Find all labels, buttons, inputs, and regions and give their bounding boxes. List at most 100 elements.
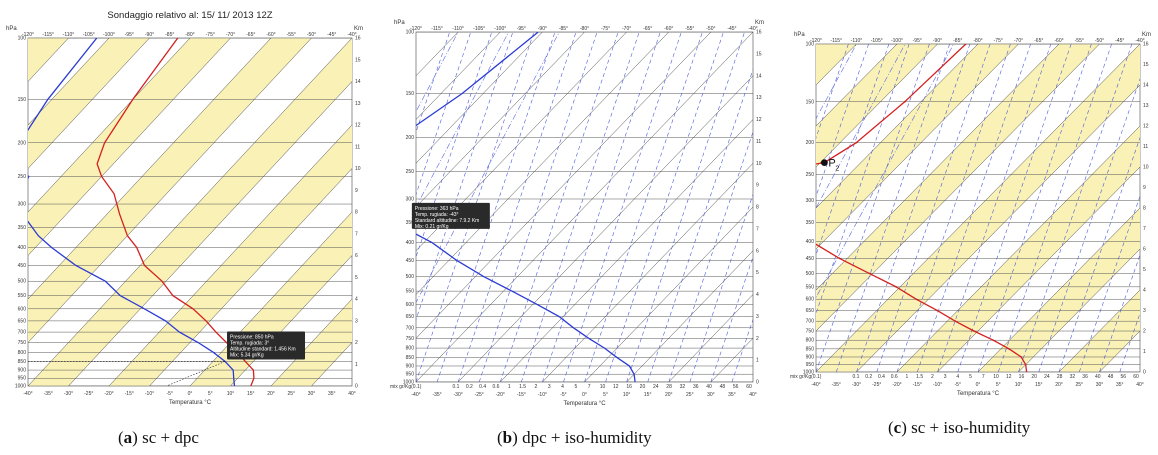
sounding-point	[964, 44, 967, 45]
pressure-tick-label: 350	[406, 220, 415, 226]
top-temp-tick-label: -110°	[452, 26, 464, 32]
bottom-temp-tick-label: 10°	[1015, 382, 1023, 388]
bottom-temp-tick-label: -5°	[167, 391, 173, 397]
bottom-temp-tick-label: 15°	[1035, 382, 1043, 388]
km-tick-label: 8	[355, 210, 358, 216]
isotherm-line	[626, 250, 753, 382]
km-tick-label: 11	[756, 139, 761, 145]
plot-content-a	[28, 38, 352, 386]
pressure-tick-label: 750	[406, 336, 415, 342]
top-temp-tick-label: -90°	[933, 38, 942, 44]
km-tick-label: 14	[756, 73, 762, 79]
bottom-temp-tick-label: -15°	[125, 391, 134, 397]
bottom-temp-tick-label: -15°	[517, 392, 526, 398]
top-temp-tick-label: -60°	[1054, 38, 1063, 44]
mix-value-label: 48	[720, 384, 726, 390]
top-temp-tick-label: -55°	[685, 26, 694, 32]
sounding-point	[954, 320, 957, 323]
mix-value-label: 60	[746, 384, 752, 390]
pressure-tick-label: 1000	[403, 380, 414, 386]
isotherm-line	[856, 84, 1140, 372]
pressure-tick-label: 200	[18, 140, 27, 146]
right-axis-unit: Km	[1142, 32, 1151, 38]
pressure-tick-label: 700	[18, 330, 27, 336]
pressure-tick-label: 900	[406, 363, 415, 369]
pressure-tick-label: 950	[806, 362, 815, 368]
km-tick-label: 11	[1143, 144, 1148, 150]
pressure-tick-label: 150	[806, 99, 815, 105]
km-tick-label: 2	[756, 336, 759, 342]
km-tick-label: 0	[756, 380, 759, 386]
top-temp-tick-label: -40°	[748, 26, 757, 32]
top-temp-tick-label: -95°	[913, 38, 922, 44]
mix-value-label: 24	[653, 384, 659, 390]
iso-humidity-line	[916, 44, 1031, 372]
top-temp-tick-label: -65°	[246, 32, 255, 38]
mix-value-label: 1	[508, 384, 511, 390]
top-temp-tick-label: -80°	[973, 38, 982, 44]
top-temp-tick-label: -55°	[287, 32, 296, 38]
sounding-point	[1020, 356, 1023, 358]
iso-humidity-line	[957, 44, 1072, 372]
pressure-tick-label: 900	[18, 368, 27, 374]
bottom-temp-tick-label: 30°	[707, 392, 715, 398]
top-temp-tick-label: -65°	[1034, 38, 1043, 44]
isotherm-line	[28, 38, 272, 300]
isotherm-line	[500, 119, 753, 382]
km-tick-label: 3	[1143, 308, 1146, 314]
iso-humidity-line	[478, 32, 598, 382]
isotherm-line	[816, 44, 1140, 372]
km-tick-label: 7	[756, 226, 759, 232]
pressure-tick-label: 750	[806, 329, 815, 335]
dry-adiabat-line	[816, 44, 954, 299]
km-tick-label: 9	[1143, 185, 1146, 191]
iso-humidity-line	[1058, 136, 1140, 372]
iso-humidity-line	[997, 44, 1112, 372]
pressure-tick-label: 800	[18, 350, 27, 356]
pressure-tick-label: 400	[806, 239, 815, 245]
km-tick-label: 13	[756, 95, 762, 101]
bottom-temp-tick-label: 30°	[308, 391, 316, 397]
isotherm-line	[816, 44, 898, 127]
top-temp-tick-label: -70°	[226, 32, 235, 38]
tooltip-line: Temp. rugiada: 3°	[230, 340, 269, 346]
pressure-tick-label: 450	[406, 258, 415, 264]
iso-humidity-line	[835, 44, 950, 372]
iso-humidity-line	[816, 44, 849, 139]
bottom-temp-tick-label: -25°	[872, 382, 881, 388]
bottom-temp-tick-label: 35°	[328, 391, 336, 397]
pressure-tick-label: 350	[806, 220, 815, 226]
km-tick-label: 13	[355, 101, 361, 107]
top-temp-tick-label: -120°	[22, 32, 34, 38]
pressure-tick-label: 600	[806, 297, 815, 303]
tooltip-box	[227, 331, 306, 360]
isotherm-line	[230, 255, 352, 386]
bottom-temp-tick-label: 5°	[208, 391, 213, 397]
mix-row-label: mix gr/Kg(0.1)	[390, 384, 422, 390]
isotherm-line	[416, 32, 712, 339]
isotherm-line	[416, 32, 669, 295]
top-temp-tick-label: -120°	[410, 26, 422, 32]
mix-value-label: 4	[956, 374, 959, 380]
skewt-diagram-b: 1001502002503003504004505005506006507007…	[390, 20, 764, 407]
km-tick-label: 12	[355, 123, 361, 129]
mix-value-label: 56	[733, 384, 739, 390]
pressure-tick-label: 650	[806, 308, 815, 314]
bottom-temp-tick-label: 20°	[267, 391, 275, 397]
isotherm-line	[28, 38, 110, 126]
x-axis-label: Temperatura °C	[563, 401, 606, 407]
isotherm-line	[816, 44, 938, 168]
chart-b-group: 1001502002503003504004505005506006507007…	[390, 20, 764, 407]
mix-value-label: 1.5	[519, 384, 526, 390]
caption-b-text: dpc + iso-humidity	[522, 428, 652, 447]
tooltip-line: Pressione: 363 hPa	[415, 206, 459, 212]
iso-humidity-line	[605, 32, 724, 382]
bottom-temp-tick-label: -35°	[832, 382, 841, 388]
sounding-point	[855, 141, 858, 144]
left-axis-unit: hPa	[6, 26, 17, 32]
caption-c: (c) sc + iso-humidity	[888, 418, 1031, 437]
mix-value-label: 7	[982, 374, 985, 380]
isotherm-line	[149, 168, 352, 386]
point-label-subscript: 2	[835, 166, 839, 173]
mix-value-label: 0.4	[878, 374, 885, 380]
